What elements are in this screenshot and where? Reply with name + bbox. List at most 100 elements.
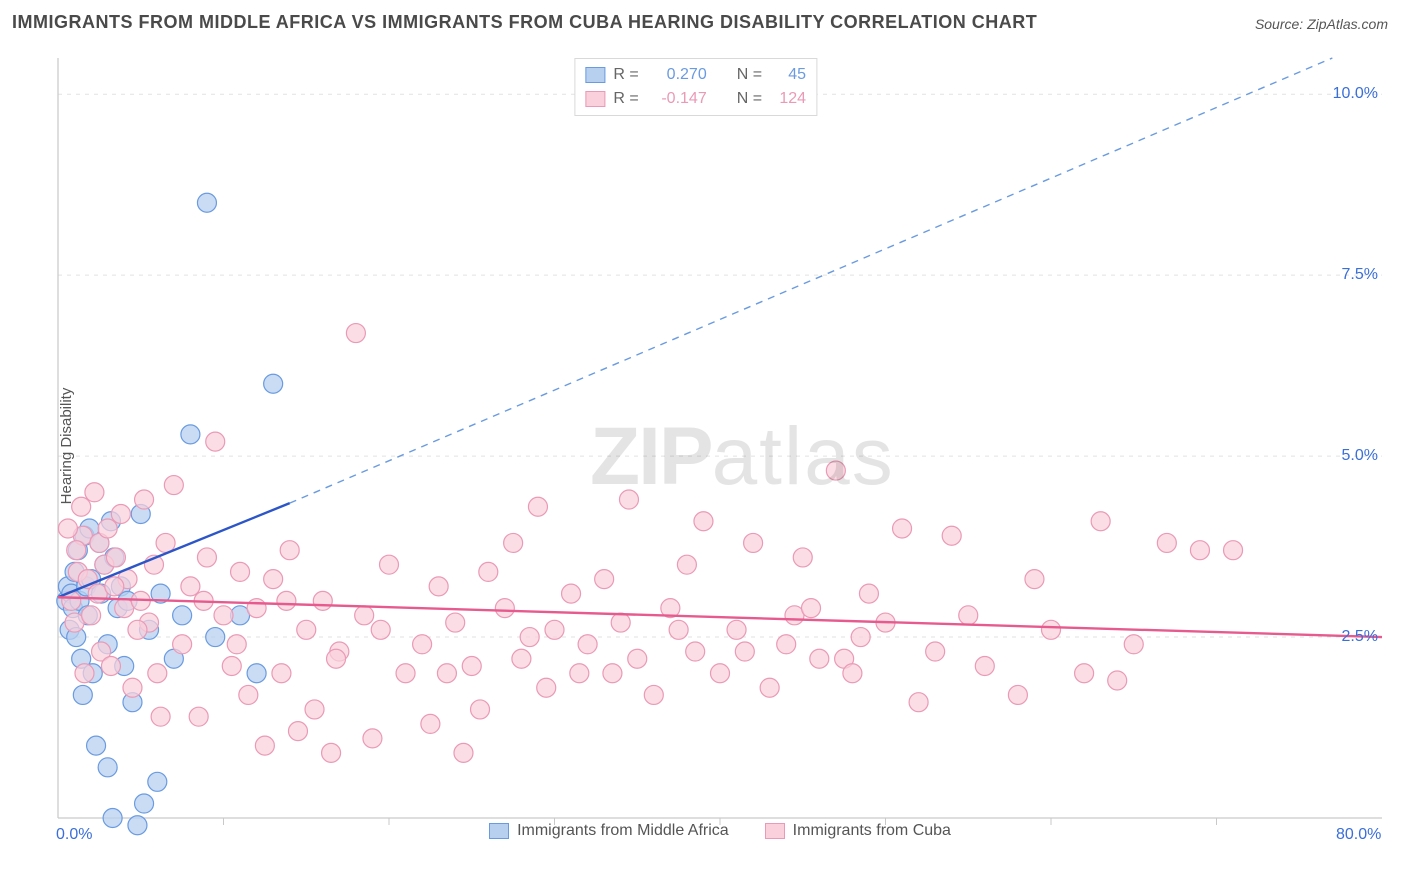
scatter-point [454, 743, 473, 762]
scatter-point [148, 664, 167, 683]
scatter-point [495, 599, 514, 618]
scatter-point [694, 512, 713, 531]
legend-swatch [585, 91, 605, 107]
scatter-point [843, 664, 862, 683]
scatter-point [628, 649, 647, 668]
scatter-point [893, 519, 912, 538]
scatter-point [744, 533, 763, 552]
legend-stats-row: R =0.270N =45 [585, 63, 806, 87]
legend-swatch [765, 823, 785, 839]
scatter-point [520, 628, 539, 647]
scatter-point [239, 685, 258, 704]
legend-label: Immigrants from Middle Africa [517, 822, 729, 840]
scatter-point [128, 620, 147, 639]
scatter-point [58, 519, 77, 538]
scatter-point [619, 490, 638, 509]
x-tick-label: 80.0% [1336, 826, 1381, 844]
scatter-point [67, 541, 86, 560]
scatter-point [327, 649, 346, 668]
legend-bottom: Immigrants from Middle Africa Immigrants … [50, 822, 1390, 844]
scatter-point [151, 707, 170, 726]
scatter-point [111, 505, 130, 524]
scatter-point [181, 577, 200, 596]
scatter-point [909, 693, 928, 712]
scatter-point [562, 584, 581, 603]
legend-swatch [489, 823, 509, 839]
scatter-point [189, 707, 208, 726]
legend-swatch [585, 67, 605, 83]
scatter-point [173, 606, 192, 625]
scatter-point [1091, 512, 1110, 531]
scatter-point [101, 657, 120, 676]
scatter-point [206, 628, 225, 647]
scatter-point [264, 374, 283, 393]
y-tick-label: 7.5% [1342, 266, 1378, 284]
legend-r-label: R = [613, 63, 638, 87]
scatter-point [272, 664, 291, 683]
scatter-point [148, 772, 167, 791]
source-value: ZipAtlas.com [1307, 16, 1388, 32]
scatter-point [429, 577, 448, 596]
scatter-point [222, 657, 241, 676]
y-tick-label: 5.0% [1342, 447, 1378, 465]
scatter-point [545, 620, 564, 639]
scatter-point [677, 555, 696, 574]
legend-r-value: 0.270 [647, 63, 707, 87]
scatter-point [85, 483, 104, 502]
scatter-point [711, 664, 730, 683]
scatter-point [570, 664, 589, 683]
chart-title: IMMIGRANTS FROM MIDDLE AFRICA VS IMMIGRA… [12, 12, 1037, 33]
scatter-point [595, 570, 614, 589]
scatter-point [206, 432, 225, 451]
legend-n-value: 124 [770, 87, 806, 111]
scatter-point [462, 657, 481, 676]
plot-area: R =0.270N =45R =-0.147N =124 ZIPatlas Im… [50, 50, 1390, 844]
scatter-point [421, 714, 440, 733]
scatter-point [396, 664, 415, 683]
scatter-point [355, 606, 374, 625]
scatter-point [611, 613, 630, 632]
legend-n-label: N = [737, 63, 762, 87]
scatter-point [644, 685, 663, 704]
scatter-point [197, 193, 216, 212]
scatter-point [197, 548, 216, 567]
scatter-point [1008, 685, 1027, 704]
scatter-point [760, 678, 779, 697]
scatter-point [471, 700, 490, 719]
scatter-point [227, 635, 246, 654]
scatter-point [305, 700, 324, 719]
scatter-point [1157, 533, 1176, 552]
scatter-point [512, 649, 531, 668]
chart-svg [50, 50, 1390, 844]
legend-item: Immigrants from Cuba [765, 822, 951, 840]
scatter-point [105, 577, 124, 596]
scatter-point [1025, 570, 1044, 589]
scatter-point [504, 533, 523, 552]
y-tick-label: 2.5% [1342, 628, 1378, 646]
scatter-point [1224, 541, 1243, 560]
scatter-point [975, 657, 994, 676]
scatter-point [363, 729, 382, 748]
scatter-point [173, 635, 192, 654]
scatter-point [926, 642, 945, 661]
scatter-point [802, 599, 821, 618]
scatter-point [959, 606, 978, 625]
scatter-point [859, 584, 878, 603]
legend-stats-box: R =0.270N =45R =-0.147N =124 [574, 58, 817, 116]
scatter-point [437, 664, 456, 683]
scatter-point [87, 736, 106, 755]
scatter-point [164, 476, 183, 495]
scatter-point [1042, 620, 1061, 639]
legend-r-label: R = [613, 87, 638, 111]
scatter-point [371, 620, 390, 639]
scatter-point [380, 555, 399, 574]
scatter-point [793, 548, 812, 567]
source-attribution: Source: ZipAtlas.com [1255, 16, 1388, 32]
scatter-point [214, 606, 233, 625]
scatter-point [181, 425, 200, 444]
scatter-point [413, 635, 432, 654]
scatter-point [669, 620, 688, 639]
scatter-point [297, 620, 316, 639]
scatter-point [106, 548, 125, 567]
scatter-point [135, 490, 154, 509]
